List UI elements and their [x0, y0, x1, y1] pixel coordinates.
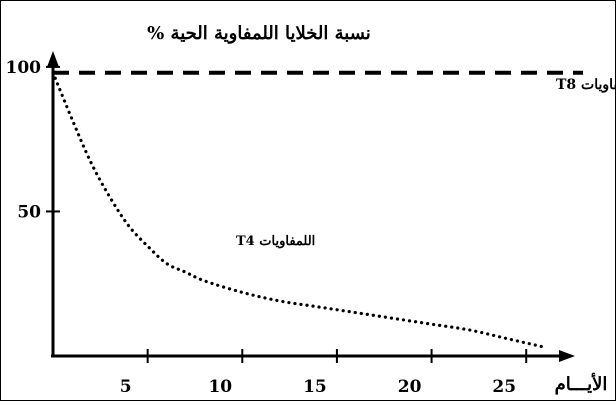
- y-ticks: 50 100: [6, 58, 60, 222]
- x-tick-label: 5: [120, 377, 132, 397]
- x-axis-title: الأيـــام: [555, 372, 608, 395]
- x-tick-label: 15: [303, 377, 327, 397]
- y-tick-label: 50: [17, 202, 41, 222]
- series-label-t8: اللمفاويات T8: [556, 77, 615, 93]
- y-axis-title: نسبة الخلايا اللمفاوية الحية %: [147, 23, 371, 44]
- x-axis-arrow: [559, 350, 575, 362]
- series-line-t4: [51, 71, 547, 349]
- series-label-t4: اللمفاويات T4: [236, 234, 315, 249]
- y-axis-arrow: [47, 51, 59, 67]
- x-tick-label: 10: [208, 377, 232, 397]
- x-tick-label: 25: [492, 377, 516, 397]
- x-ticks: 5 10 15 20 25: [120, 349, 528, 397]
- y-tick-label: 100: [6, 58, 42, 78]
- x-tick-label: 20: [398, 377, 422, 397]
- series-group: [51, 70, 583, 349]
